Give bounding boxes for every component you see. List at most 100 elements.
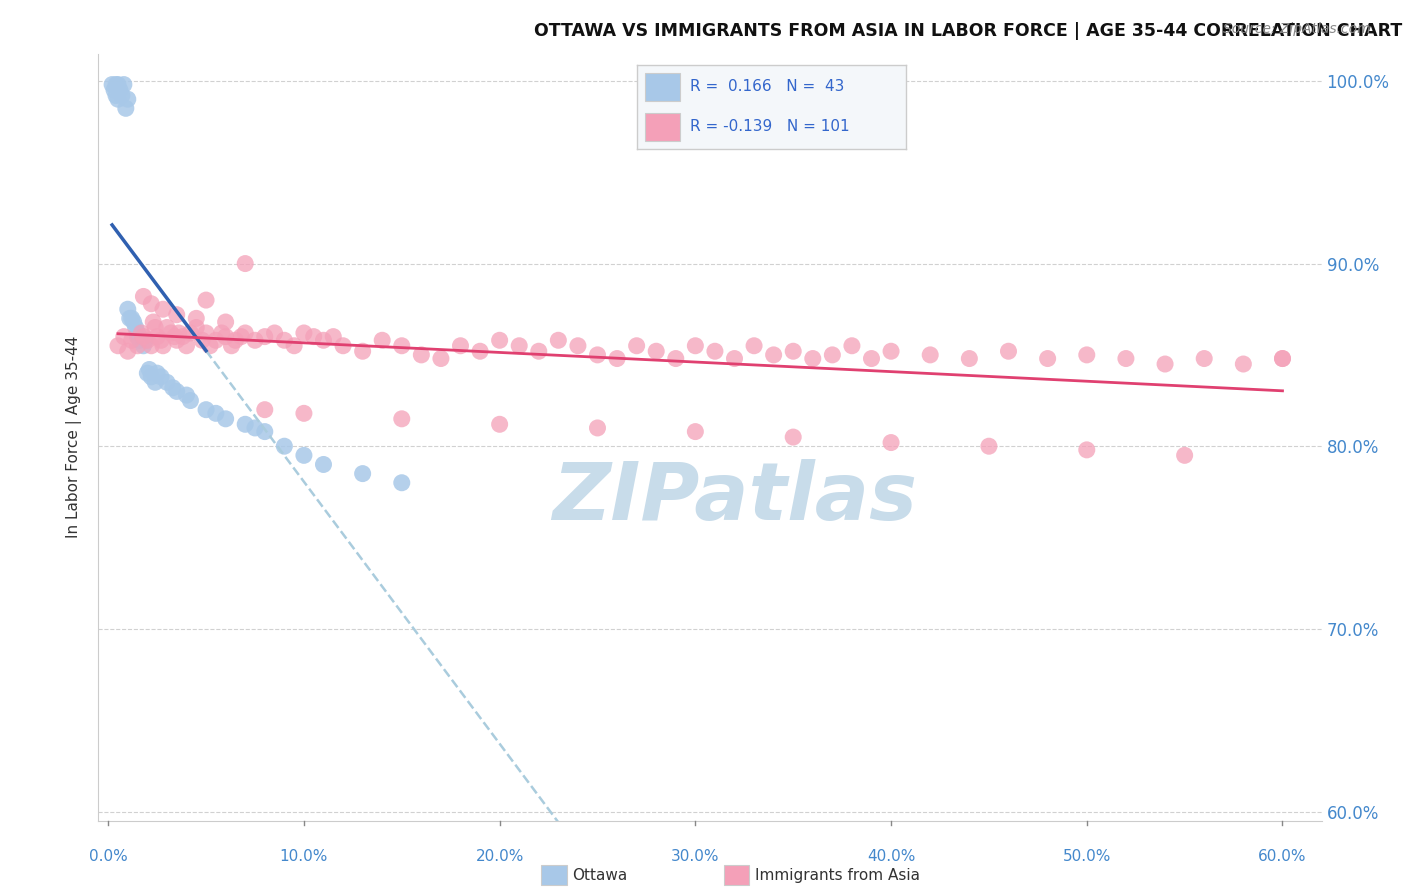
Point xyxy=(143,320,166,334)
Point xyxy=(141,297,163,311)
Point xyxy=(112,329,135,343)
Point xyxy=(292,326,315,340)
Text: 30.0%: 30.0% xyxy=(671,849,720,864)
Point xyxy=(107,339,129,353)
Text: Ottawa: Ottawa xyxy=(572,868,627,882)
Point xyxy=(547,333,569,347)
Point xyxy=(430,351,453,366)
Point xyxy=(160,326,183,340)
Point xyxy=(132,339,155,353)
Text: Immigrants from Asia: Immigrants from Asia xyxy=(755,868,920,882)
Point xyxy=(1115,351,1137,366)
Point xyxy=(150,333,173,347)
Point xyxy=(121,333,143,347)
Point xyxy=(105,88,128,103)
Point xyxy=(685,339,707,353)
Text: 10.0%: 10.0% xyxy=(280,849,328,864)
Point xyxy=(156,320,179,334)
Point xyxy=(312,333,335,347)
Point xyxy=(586,421,609,435)
Text: 20.0%: 20.0% xyxy=(475,849,524,864)
Point xyxy=(205,333,228,347)
Point xyxy=(957,351,980,366)
Point xyxy=(138,362,160,376)
Point xyxy=(243,421,266,435)
Point xyxy=(841,339,863,353)
Point xyxy=(263,326,285,340)
Point xyxy=(243,333,266,347)
Point xyxy=(186,311,208,326)
Point xyxy=(132,329,155,343)
Point xyxy=(156,376,179,390)
Point xyxy=(606,351,628,366)
Point xyxy=(567,339,589,353)
Point xyxy=(141,369,163,384)
Point xyxy=(1174,448,1197,462)
Point xyxy=(391,412,413,426)
Point xyxy=(179,393,201,408)
Point xyxy=(132,289,155,303)
Point xyxy=(1036,351,1059,366)
Point xyxy=(801,351,824,366)
Point xyxy=(136,366,159,380)
Point xyxy=(283,339,305,353)
Point xyxy=(107,92,129,106)
Text: ZIPatlas: ZIPatlas xyxy=(553,459,917,538)
Point xyxy=(124,320,146,334)
Point xyxy=(253,402,276,417)
Point xyxy=(352,344,374,359)
Point xyxy=(233,326,256,340)
Point xyxy=(468,344,491,359)
Point xyxy=(112,78,135,92)
Point xyxy=(1232,357,1254,371)
Point xyxy=(997,344,1019,359)
Point xyxy=(162,381,184,395)
Point xyxy=(332,339,354,353)
Point xyxy=(391,475,413,490)
Point xyxy=(141,339,163,353)
Point xyxy=(782,430,804,444)
Point xyxy=(195,293,218,307)
Point xyxy=(163,329,186,343)
Point xyxy=(920,348,942,362)
Point xyxy=(322,329,344,343)
Point xyxy=(176,388,198,402)
Point xyxy=(191,333,214,347)
Point xyxy=(626,339,648,353)
Point xyxy=(292,448,315,462)
Point xyxy=(352,467,374,481)
Point xyxy=(152,302,174,317)
Point xyxy=(117,344,139,359)
Point xyxy=(186,320,208,334)
Point xyxy=(253,329,276,343)
Point xyxy=(742,339,765,353)
Point xyxy=(167,326,190,340)
Point xyxy=(111,88,134,103)
Point xyxy=(118,311,141,326)
Y-axis label: In Labor Force | Age 35-44: In Labor Force | Age 35-44 xyxy=(66,336,83,538)
Point xyxy=(233,417,256,432)
Point xyxy=(723,351,745,366)
Text: 40.0%: 40.0% xyxy=(868,849,915,864)
Point xyxy=(302,329,325,343)
Point xyxy=(150,369,173,384)
Point xyxy=(214,329,236,343)
Point xyxy=(665,351,688,366)
Text: 60.0%: 60.0% xyxy=(1258,849,1306,864)
Point xyxy=(586,348,609,362)
Point xyxy=(198,339,221,353)
Text: Source: ZipAtlas.com: Source: ZipAtlas.com xyxy=(1223,22,1371,37)
Point xyxy=(134,333,156,347)
Point xyxy=(108,83,131,97)
Point xyxy=(128,333,150,347)
Point xyxy=(1076,348,1098,362)
Point xyxy=(527,344,550,359)
Point xyxy=(166,384,188,399)
Point xyxy=(107,78,129,92)
Point xyxy=(195,326,218,340)
Point xyxy=(195,402,218,417)
Point xyxy=(103,83,125,97)
Point xyxy=(146,366,169,380)
Point xyxy=(782,344,804,359)
Point xyxy=(127,329,149,343)
